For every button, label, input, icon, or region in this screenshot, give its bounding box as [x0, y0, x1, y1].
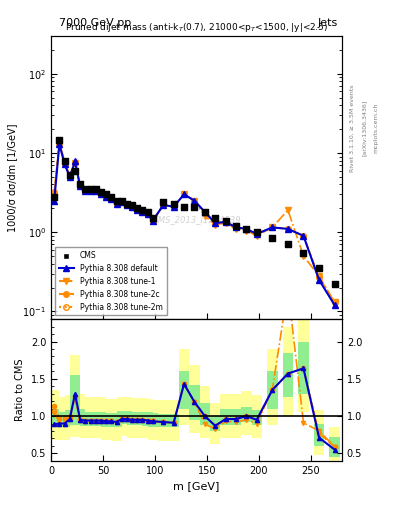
- Point: [332, 280, 338, 288]
- Point: [108, 193, 114, 201]
- Text: [arXiv:1306.3436]: [arXiv:1306.3436]: [362, 100, 367, 156]
- Point: [67, 172, 73, 180]
- Point: [129, 201, 135, 209]
- Text: CMS_2013_I1224539: CMS_2013_I1224539: [152, 216, 241, 224]
- Title: Pruned dijet mass (anti-k$_T$(0.7), 21000<p$_T$<1500, |y|<2.5): Pruned dijet mass (anti-k$_T$(0.7), 2100…: [65, 22, 328, 34]
- X-axis label: m [GeV]: m [GeV]: [173, 481, 220, 491]
- Point: [72, 166, 78, 175]
- Point: [285, 240, 291, 248]
- Y-axis label: 1000/σ dσ/dm [1/GeV]: 1000/σ dσ/dm [1/GeV]: [7, 123, 17, 232]
- Legend: CMS, Pythia 8.308 default, Pythia 8.308 tune-1, Pythia 8.308 tune-2c, Pythia 8.3: CMS, Pythia 8.308 default, Pythia 8.308 …: [55, 247, 167, 315]
- Point: [114, 197, 120, 205]
- Text: Jets: Jets: [318, 18, 338, 28]
- Point: [87, 185, 94, 193]
- Point: [243, 225, 250, 233]
- Point: [150, 214, 156, 222]
- Point: [300, 249, 307, 257]
- Text: Rivet 3.1.10, ≥ 3.5M events: Rivet 3.1.10, ≥ 3.5M events: [350, 84, 355, 172]
- Point: [222, 217, 229, 225]
- Point: [134, 204, 140, 212]
- Point: [140, 206, 146, 214]
- Point: [56, 136, 62, 144]
- Point: [103, 190, 109, 199]
- Point: [191, 203, 198, 211]
- Point: [145, 208, 151, 216]
- Point: [119, 197, 125, 205]
- Point: [181, 203, 187, 211]
- Point: [253, 228, 260, 237]
- Point: [77, 180, 83, 188]
- Point: [212, 214, 219, 222]
- Point: [124, 200, 130, 208]
- Point: [93, 185, 99, 193]
- Text: mcplots.cern.ch: mcplots.cern.ch: [373, 103, 378, 153]
- Point: [269, 233, 275, 242]
- Point: [202, 208, 208, 216]
- Point: [171, 200, 177, 208]
- Point: [233, 222, 239, 230]
- Point: [61, 157, 68, 165]
- Point: [316, 264, 322, 272]
- Y-axis label: Ratio to CMS: Ratio to CMS: [15, 359, 25, 421]
- Point: [98, 188, 104, 196]
- Point: [160, 198, 166, 206]
- Point: [82, 185, 88, 193]
- Point: [51, 193, 57, 201]
- Text: 7000 GeV pp: 7000 GeV pp: [59, 18, 131, 28]
